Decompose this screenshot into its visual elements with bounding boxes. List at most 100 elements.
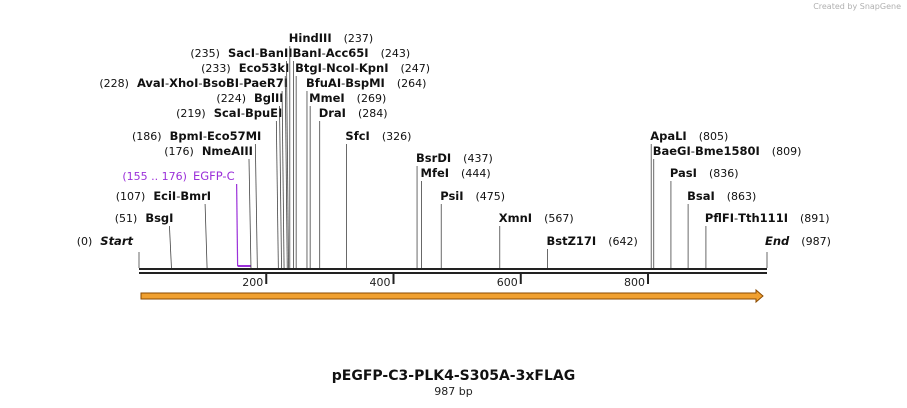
site-label-pasi: PasI (836) bbox=[670, 166, 739, 180]
axis-tick-label: 200 bbox=[242, 276, 263, 289]
site-position: (805) bbox=[699, 130, 729, 143]
site-label-sfci: SfcI (326) bbox=[345, 129, 411, 143]
site-position: (809) bbox=[772, 145, 802, 158]
enzyme-name: DraI bbox=[319, 106, 346, 120]
site-label-end: End (987) bbox=[765, 234, 831, 248]
enzyme-name: BfuAI bbox=[306, 76, 341, 90]
enzyme-name: Acc65I bbox=[326, 46, 369, 60]
title-block: pEGFP-C3-PLK4-S305A-3xFLAG 987 bp bbox=[0, 368, 907, 398]
enzyme-name: BtgI bbox=[295, 61, 322, 75]
site-label-bsgi: (51) BsgI bbox=[115, 211, 174, 225]
site-position: (235) bbox=[190, 47, 220, 60]
feature-range: (155 .. 176) bbox=[122, 170, 187, 183]
enzyme-name: NcoI bbox=[326, 61, 355, 75]
site-position: (264) bbox=[397, 77, 427, 90]
enzyme-name: SacI bbox=[228, 46, 255, 60]
site-label-scai: (219) ScaI - BpuEI bbox=[176, 106, 282, 120]
enzyme-name: BanI bbox=[293, 46, 322, 60]
enzyme-separator: - bbox=[255, 46, 259, 60]
site-label-bpmi: (186) BpmI - Eco57MI bbox=[132, 129, 261, 143]
enzyme-name: BglII bbox=[254, 91, 284, 105]
axis-tick-label: 400 bbox=[370, 276, 391, 289]
site-label-saci: (235) SacI - BanII bbox=[190, 46, 292, 60]
site-connector bbox=[204, 203, 208, 269]
enzyme-name: SfcI bbox=[345, 129, 369, 143]
axis-tick-label: 600 bbox=[497, 276, 518, 289]
site-position: (186) bbox=[132, 130, 162, 143]
site-position: (987) bbox=[801, 235, 831, 248]
site-connector bbox=[286, 60, 289, 269]
enzyme-name: AvaI bbox=[137, 76, 165, 90]
site-position: (176) bbox=[164, 145, 194, 158]
enzyme-name: BsaI bbox=[687, 189, 715, 203]
enzyme-name: XhoI bbox=[169, 76, 198, 90]
site-position: (475) bbox=[476, 190, 506, 203]
enzyme-name: Bme1580I bbox=[695, 144, 760, 158]
site-connector bbox=[248, 158, 252, 269]
site-position: (247) bbox=[400, 62, 430, 75]
site-position: (567) bbox=[544, 212, 574, 225]
site-label-nmeaiii: (176) NmeAIII bbox=[164, 144, 253, 158]
site-position: (284) bbox=[358, 107, 388, 120]
site-connector bbox=[284, 75, 288, 269]
site-position: (219) bbox=[176, 107, 206, 120]
enzyme-name: NmeAIII bbox=[202, 144, 253, 158]
site-position: (444) bbox=[461, 167, 491, 180]
enzyme-name: End bbox=[765, 234, 790, 248]
site-position: (891) bbox=[800, 212, 830, 225]
enzyme-name: BaeGI bbox=[653, 144, 691, 158]
site-label-xmni: XmnI (567) bbox=[499, 211, 574, 225]
site-position: (863) bbox=[727, 190, 757, 203]
site-position: (269) bbox=[357, 92, 387, 105]
site-position: (642) bbox=[608, 235, 638, 248]
site-label-bfuai: BfuAI - BspMI (264) bbox=[306, 76, 426, 90]
enzyme-name: EciI bbox=[153, 189, 176, 203]
enzyme-name: ApaLI bbox=[650, 129, 687, 143]
site-label-start: (0) Start bbox=[77, 234, 134, 248]
enzyme-name: PflFI bbox=[705, 211, 734, 225]
enzyme-name: MmeI bbox=[309, 91, 345, 105]
enzyme-separator: - bbox=[239, 76, 243, 90]
site-position: (243) bbox=[381, 47, 411, 60]
site-label-pflfi: PflFI - Tth111I (891) bbox=[705, 211, 830, 225]
site-connector bbox=[169, 225, 172, 269]
enzyme-name: ScaI bbox=[214, 106, 241, 120]
site-position: (107) bbox=[116, 190, 146, 203]
site-label-mfei: MfeI (444) bbox=[421, 166, 491, 180]
site-label-btgi: BtgI - NcoI - KpnI (247) bbox=[295, 61, 430, 75]
enzyme-separator: - bbox=[203, 129, 207, 143]
enzyme-separator: - bbox=[322, 46, 326, 60]
enzyme-name: PaeR7I bbox=[243, 76, 288, 90]
enzyme-name: BstZ17I bbox=[546, 234, 596, 248]
enzyme-separator: - bbox=[322, 61, 326, 75]
enzyme-name: Start bbox=[100, 234, 133, 248]
site-position: (224) bbox=[216, 92, 246, 105]
site-connector bbox=[254, 143, 258, 269]
plasmid-length: 987 bp bbox=[434, 385, 473, 398]
plasmid-name: pEGFP-C3-PLK4-S305A-3xFLAG bbox=[331, 368, 576, 384]
enzyme-name: BsgI bbox=[145, 211, 173, 225]
site-label-baegi: BaeGI - Bme1580I (809) bbox=[653, 144, 802, 158]
site-connector bbox=[275, 120, 279, 269]
site-connector bbox=[279, 105, 282, 269]
site-label-bani: BanI - Acc65I (243) bbox=[293, 46, 411, 60]
site-position: (228) bbox=[99, 77, 129, 90]
enzyme-name: PasI bbox=[670, 166, 697, 180]
site-label-drai: DraI (284) bbox=[319, 106, 388, 120]
site-label-apali: ApaLI (805) bbox=[650, 129, 728, 143]
site-label-hindiii: HindIII (237) bbox=[289, 31, 373, 45]
enzyme-name: BanII bbox=[259, 46, 292, 60]
enzyme-name: BspMI bbox=[345, 76, 385, 90]
site-position: (326) bbox=[382, 130, 412, 143]
enzyme-separator: - bbox=[355, 61, 359, 75]
site-position: (836) bbox=[709, 167, 739, 180]
site-position: (237) bbox=[344, 32, 374, 45]
enzyme-name: XmnI bbox=[499, 211, 532, 225]
site-connector bbox=[281, 90, 285, 269]
enzyme-name: BpmI bbox=[170, 129, 203, 143]
enzyme-name: MfeI bbox=[421, 166, 450, 180]
site-position: (233) bbox=[201, 62, 231, 75]
enzyme-separator: - bbox=[241, 106, 245, 120]
enzyme-separator: - bbox=[691, 144, 695, 158]
